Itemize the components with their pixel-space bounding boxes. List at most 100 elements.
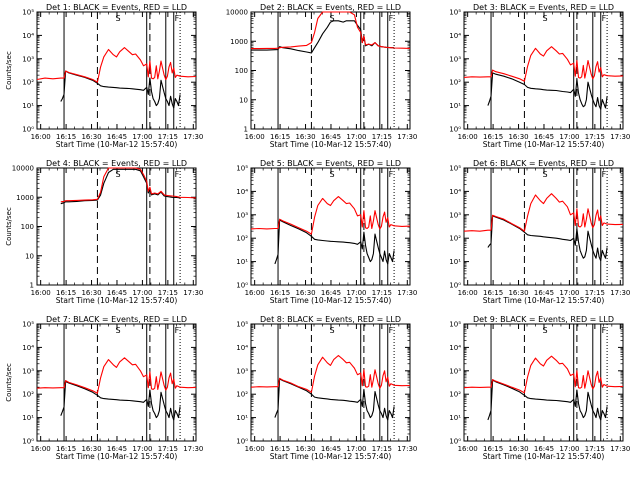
x-tick-label: 16:45: [107, 133, 127, 141]
y-tick-label: 10⁴: [236, 344, 248, 352]
x-tick-label: 17:30: [397, 289, 417, 297]
series-line-events: [60, 70, 181, 109]
y-tick-label: 10⁵: [22, 321, 34, 329]
y-tick-label: 1: [244, 126, 248, 134]
x-tick-label: 16:15: [270, 445, 290, 453]
x-tick-label: 16:00: [245, 133, 265, 141]
panel-title: Det 6: BLACK = Events, RED = LLD: [473, 159, 614, 168]
y-tick-label: 10⁴: [449, 188, 461, 196]
marker-label: F: [175, 14, 180, 23]
x-axis-label: Start Time (10-Mar-12 15:57:40): [56, 296, 178, 305]
series-line-events: [274, 378, 395, 421]
x-tick-label: 16:00: [31, 445, 51, 453]
x-tick-label: 16:30: [508, 445, 528, 453]
x-tick-label: 17:30: [183, 289, 203, 297]
y-tick-label: 10¹: [449, 102, 461, 110]
panel-title: Det 2: BLACK = Events, RED = LLD: [260, 3, 401, 12]
x-axis-label: Start Time (10-Mar-12 15:57:40): [56, 452, 178, 461]
series-line-events: [487, 215, 608, 262]
series-line-events: [487, 72, 608, 110]
x-tick-label: 17:15: [158, 133, 178, 141]
x-tick-label: 17:30: [183, 133, 203, 141]
x-tick-label: 17:15: [372, 289, 392, 297]
y-tick-label: 1: [30, 282, 34, 290]
y-tick-label: 10²: [236, 391, 248, 399]
x-tick-label: 17:00: [559, 289, 579, 297]
panel-4: 1 10 100 1000 10000 16:00 16:15 16:30 16:45 17:00…: [5, 159, 203, 305]
y-tick-label: 10²: [22, 391, 34, 399]
y-tick-label: 10000: [12, 165, 34, 173]
marker-label: S: [543, 14, 548, 23]
x-tick-label: 17:00: [559, 133, 579, 141]
panel-5: 10⁰ 10¹ 10² 10³ 10⁴ 10⁵ 16:00 16:15 16:30 16:45 17…: [236, 159, 417, 305]
y-tick-label: 10³: [449, 55, 461, 63]
x-tick-label: 17:00: [346, 133, 366, 141]
y-tick-label: 10000: [226, 9, 248, 17]
plot-frame: [36, 167, 197, 286]
series-line-events: [60, 168, 181, 205]
marker-label: S: [116, 14, 121, 23]
y-tick-label: 10⁵: [449, 9, 461, 17]
y-tick-label: 10²: [449, 79, 461, 87]
y-tick-label: 10: [239, 96, 248, 104]
x-tick-label: 17:00: [132, 289, 152, 297]
y-tick-label: 10⁴: [22, 32, 34, 40]
x-tick-label: 16:15: [483, 133, 503, 141]
marker-label: S: [116, 326, 121, 335]
panel-7: 10⁰ 10¹ 10² 10³ 10⁴ 10⁵ 16:00 16:15 16:30 16:45 17…: [5, 315, 203, 461]
panel-title: Det 3: BLACK = Events, RED = LLD: [473, 3, 614, 12]
y-tick-label: 10¹: [449, 414, 461, 422]
marker-label: S: [330, 14, 335, 23]
y-tick-label: 10¹: [22, 102, 34, 110]
x-tick-label: 17:00: [132, 445, 152, 453]
x-tick-label: 16:30: [81, 133, 101, 141]
x-tick-label: 16:30: [508, 133, 528, 141]
panel-title: Det 5: BLACK = Events, RED = LLD: [260, 159, 401, 168]
y-tick-label: 10³: [449, 367, 461, 375]
panel-8: 10⁰ 10¹ 10² 10³ 10⁴ 10⁵ 16:00 16:15 16:30 16:45 17…: [236, 315, 417, 461]
y-tick-label: 1000: [230, 38, 248, 46]
x-tick-label: 17:30: [397, 445, 417, 453]
panel-title: Det 8: BLACK = Events, RED = LLD: [260, 315, 401, 324]
marker-label: S: [330, 326, 335, 335]
x-tick-label: 16:30: [295, 289, 315, 297]
marker-label: F: [175, 170, 180, 179]
panel-6: 10⁰ 10¹ 10² 10³ 10⁴ 10⁵ 16:00 16:15 16:30 16:45 17…: [449, 159, 630, 305]
x-tick-label: 17:30: [610, 133, 630, 141]
marker-label: F: [602, 170, 607, 179]
y-tick-label: 10⁵: [22, 9, 34, 17]
x-tick-label: 16:45: [534, 289, 554, 297]
y-tick-label: 10⁴: [449, 32, 461, 40]
series-line-lld: [463, 355, 624, 394]
y-tick-label: 10³: [449, 211, 461, 219]
x-tick-label: 16:00: [458, 289, 478, 297]
x-tick-label: 16:45: [534, 133, 554, 141]
x-tick-label: 16:30: [508, 289, 528, 297]
y-tick-label: 10⁰: [449, 282, 461, 290]
x-tick-label: 16:00: [31, 133, 51, 141]
x-tick-label: 16:00: [245, 289, 265, 297]
y-tick-label: 10¹: [236, 414, 248, 422]
x-tick-label: 16:15: [483, 445, 503, 453]
x-axis-label: Start Time (10-Mar-12 15:57:40): [56, 140, 178, 149]
series-line-lld: [250, 196, 411, 235]
x-tick-label: 16:45: [321, 289, 341, 297]
marker-label: S: [330, 170, 335, 179]
y-tick-label: 10⁵: [449, 165, 461, 173]
marker-label: S: [116, 170, 121, 179]
x-tick-label: 17:15: [158, 445, 178, 453]
y-tick-label: 10³: [236, 367, 248, 375]
y-tick-label: 10²: [22, 79, 34, 87]
y-tick-label: 10⁰: [22, 126, 34, 134]
y-tick-label: 10⁴: [236, 188, 248, 196]
plot-frame: [250, 167, 411, 286]
panel-2: 1 10 100 1000 10000 16:00 16:15 16:30 16:45 17:00…: [226, 3, 418, 149]
y-tick-label: 10¹: [236, 258, 248, 266]
y-tick-label: 10⁵: [236, 165, 248, 173]
x-tick-label: 16:45: [321, 133, 341, 141]
x-tick-label: 17:15: [372, 445, 392, 453]
x-tick-label: 16:15: [56, 289, 76, 297]
x-tick-label: 16:00: [31, 289, 51, 297]
x-tick-label: 16:45: [107, 445, 127, 453]
